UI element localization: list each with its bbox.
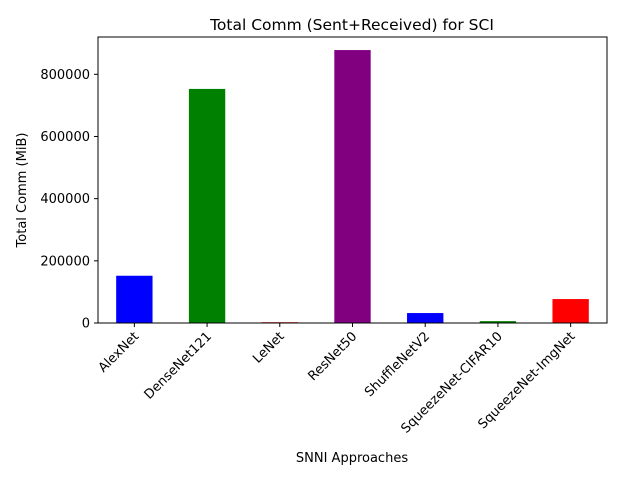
y-tick-label: 200000 [40,254,90,269]
x-tick-label: AlexNet [96,329,143,376]
bar-squeezenet-imgnet [552,299,589,323]
bars-group [116,50,589,324]
bar-densenet121 [188,88,226,323]
x-axis: AlexNet DenseNet121 LeNet ResNet50 ShuffleNe… [96,323,578,437]
x-tick-label: ResNet50 [305,329,360,384]
y-tick-label: 0 [82,317,90,332]
y-tick-label: 800000 [40,68,90,83]
y-axis-label: Total Comm (MiB) [15,133,30,249]
bar-shufflenetv2 [407,313,444,323]
bar-resnet50 [334,50,371,324]
x-tick-label: DenseNet121 [142,329,215,402]
x-tick-label: ShuffleNetV2 [362,329,433,400]
bar-squeezenet-cifar10 [479,321,517,323]
chart-title: Total Comm (Sent+Received) for SCI [209,16,494,34]
y-tick-label: 600000 [40,130,90,145]
bar-alexnet [116,275,153,323]
plot-frame [97,36,608,324]
y-axis: 0 200000 400000 600000 800000 [40,68,98,332]
x-axis-label: SNNI Approaches [296,451,408,466]
x-tick-label: LeNet [250,329,287,366]
y-tick-label: 400000 [40,192,90,207]
